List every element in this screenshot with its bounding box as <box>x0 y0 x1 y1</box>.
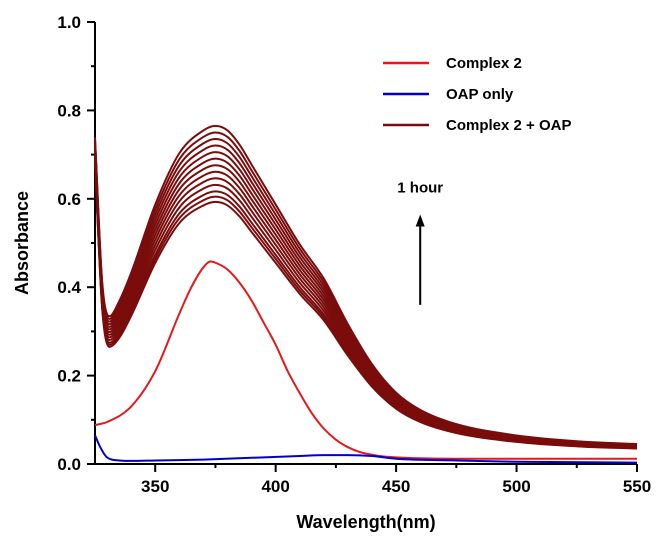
series-oap-only <box>94 434 638 464</box>
y-tick-label: 0.2 <box>57 367 81 386</box>
series-complex2-oap-9 <box>94 146 638 447</box>
series-complex2-oap-7 <box>94 150 638 448</box>
y-axis-label: Absorbance <box>12 191 32 295</box>
y-tick-label: 0.0 <box>57 455 81 474</box>
series-complex2-oap-12 <box>94 131 638 446</box>
series-complex2-oap-6 <box>94 153 638 448</box>
x-tick-label: 550 <box>623 477 651 496</box>
annotation: 1 hour <box>397 179 443 305</box>
x-tick-label: 400 <box>261 477 289 496</box>
series-complex2-oap-13 <box>94 124 638 446</box>
series-complex2-oap-3 <box>94 159 638 449</box>
y-tick-label: 0.6 <box>57 190 81 209</box>
series-complex2-oap-11 <box>94 137 638 446</box>
x-tick-label: 450 <box>382 477 410 496</box>
x-tick-label: 350 <box>141 477 169 496</box>
legend-label: OAP only <box>446 86 514 103</box>
annotation-arrow-head <box>415 214 425 227</box>
legend-label: Complex 2 <box>446 55 522 72</box>
series-complex2 <box>94 260 637 460</box>
annotation-label: 1 hour <box>397 179 443 196</box>
legend: Complex 2 OAP only Complex 2 + OAP <box>383 55 571 134</box>
labels: Wavelength(nm) Absorbance <box>12 191 436 532</box>
y-tick-label: 0.4 <box>57 278 81 297</box>
axes: 0.0 0.2 0.4 0.6 0.8 1.0 350 400 450 500 550 <box>57 13 651 496</box>
legend-label: Complex 2 + OAP <box>446 117 571 134</box>
series-layer <box>94 124 638 464</box>
x-tick-label: 500 <box>502 477 530 496</box>
y-tick-label: 1.0 <box>57 13 81 32</box>
x-axis-label: Wavelength(nm) <box>296 512 435 532</box>
y-tick-label: 0.8 <box>57 101 81 120</box>
